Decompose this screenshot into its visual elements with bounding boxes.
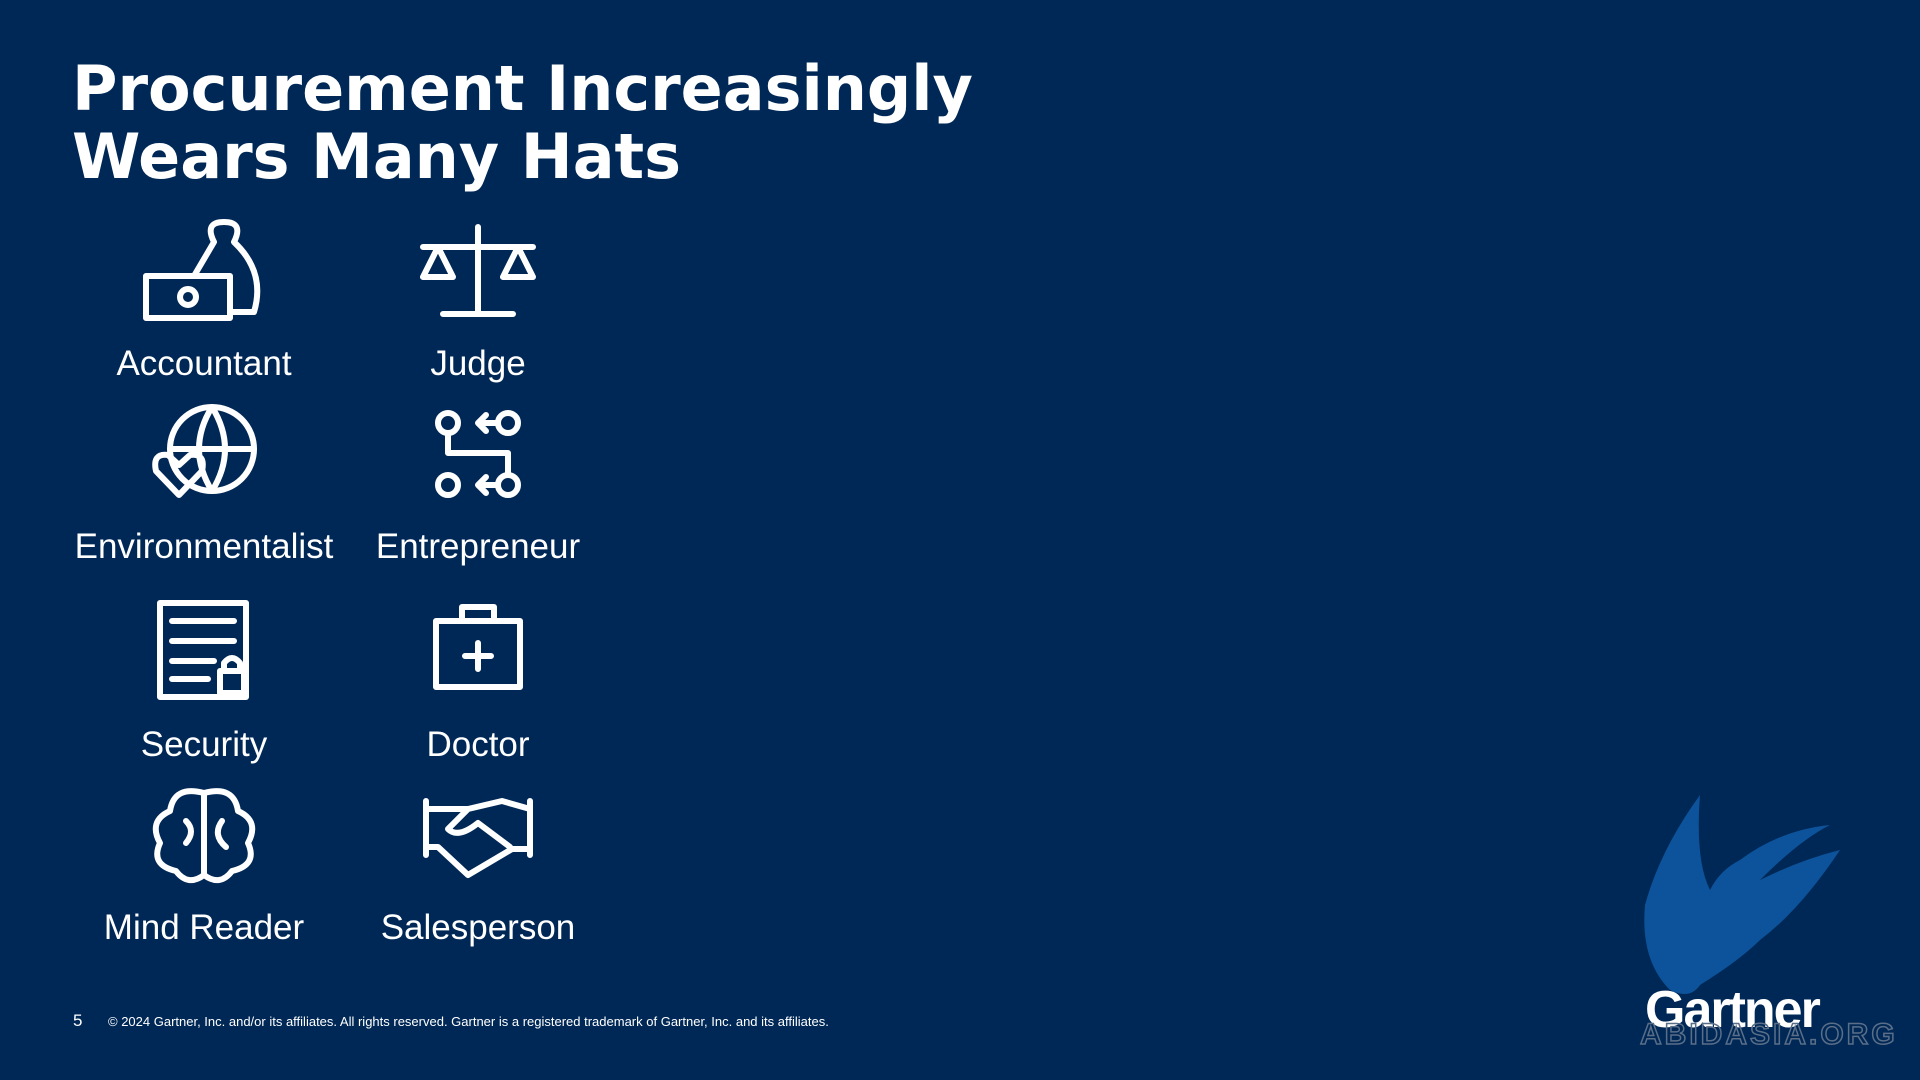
icon-accountant [143, 219, 261, 321]
role-label: Environmentalist [75, 527, 334, 566]
logo-text: Gartner [1645, 981, 1821, 1039]
role-label: Accountant [116, 344, 291, 383]
role-label: Doctor [426, 725, 529, 764]
watermark: ABIDASIA.ORG [1640, 1018, 1898, 1051]
icon-mind-reader [152, 788, 256, 884]
icon-entrepreneur [435, 410, 521, 498]
role-label: Judge [430, 344, 525, 383]
copyright: © 2024 Gartner, Inc. and/or its affiliat… [108, 1014, 829, 1029]
icon-doctor [433, 604, 523, 690]
icon-salesperson [423, 798, 533, 878]
page-number: 5 [73, 1011, 82, 1030]
icon-judge [420, 224, 536, 317]
role-label: Salesperson [381, 908, 576, 947]
title-line: Procurement Increasingly [72, 52, 973, 125]
icon-security [157, 600, 249, 700]
role-label: Mind Reader [104, 908, 305, 947]
role-label: Entrepreneur [376, 527, 581, 566]
role-label: Security [141, 725, 268, 764]
logo-bird [1644, 795, 1840, 994]
icon-environmentalist [152, 404, 257, 498]
title-line: Wears Many Hats [72, 120, 681, 193]
